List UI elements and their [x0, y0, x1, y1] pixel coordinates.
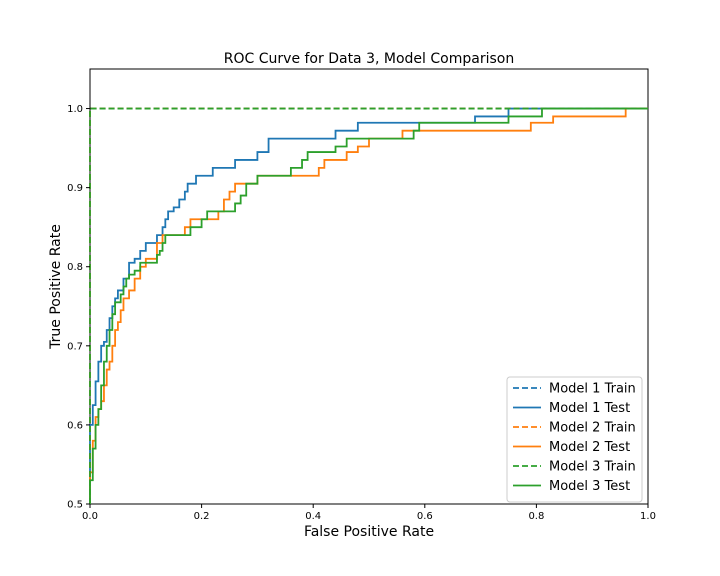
- x-tick-label: 1.0: [640, 511, 656, 522]
- legend: Model 1 Train Model 1 Test Model 2 Train Mo…: [506, 376, 643, 503]
- y-tick-label: 0.6: [67, 420, 83, 431]
- x-tick-label: 0.4: [305, 511, 321, 522]
- y-tick-label: 0.5: [67, 500, 83, 511]
- series-line-model-3-train: [89, 107, 648, 504]
- series-line-model-3-test: [89, 107, 648, 504]
- y-axis-label: True Positive Rate: [48, 224, 64, 350]
- legend-entry: Model 1 Train: [549, 382, 636, 397]
- y-tick-label: 0.7: [67, 341, 83, 352]
- y-tick-label: 1.0: [67, 104, 83, 115]
- y-tick-label: 0.8: [67, 262, 83, 273]
- legend-entry: Model 3 Train: [549, 460, 636, 475]
- x-axis-label: False Positive Rate: [304, 524, 434, 540]
- x-tick-label: 0.6: [417, 511, 433, 522]
- legend-entry: Model 2 Test: [549, 440, 630, 455]
- legend-entry: Model 1 Test: [549, 401, 630, 416]
- y-tick-label: 0.9: [67, 183, 83, 194]
- x-tick-label: 0.0: [82, 511, 98, 522]
- x-tick-label: 0.8: [528, 511, 544, 522]
- series-line-model-1-test: [89, 107, 648, 504]
- legend-entry: Model 3 Test: [549, 479, 630, 494]
- chart-title: ROC Curve for Data 3, Model Comparison: [224, 51, 514, 67]
- x-tick-label: 0.2: [194, 511, 210, 522]
- legend-entry: Model 2 Train: [549, 421, 636, 436]
- series-line-model-2-test: [89, 107, 648, 504]
